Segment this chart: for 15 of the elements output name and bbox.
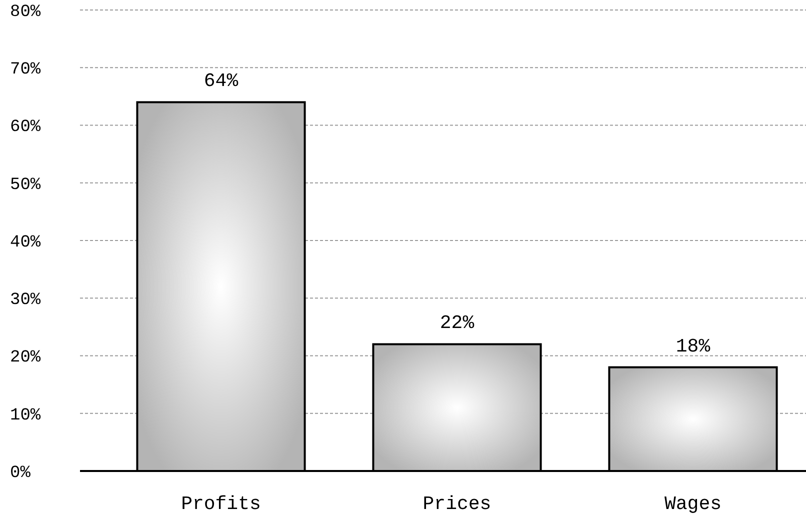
x-tick-label: Wages <box>664 493 722 515</box>
data-label: 22% <box>440 312 475 334</box>
data-label: 64% <box>204 70 239 92</box>
y-tick-label: 50% <box>10 176 42 195</box>
y-tick-label: 80% <box>10 2 42 22</box>
y-tick-label: 30% <box>10 291 42 310</box>
y-tick-label: 60% <box>10 118 42 138</box>
y-tick-label: 20% <box>10 348 42 368</box>
x-tick-label: Profits <box>181 493 261 515</box>
data-label: 18% <box>676 335 711 358</box>
y-tick-label: 70% <box>10 60 42 80</box>
y-tick-label: 0% <box>10 464 32 483</box>
y-tick-label: 40% <box>10 233 42 252</box>
x-tick-label: Prices <box>422 493 492 515</box>
y-tick-label: 10% <box>10 406 42 426</box>
